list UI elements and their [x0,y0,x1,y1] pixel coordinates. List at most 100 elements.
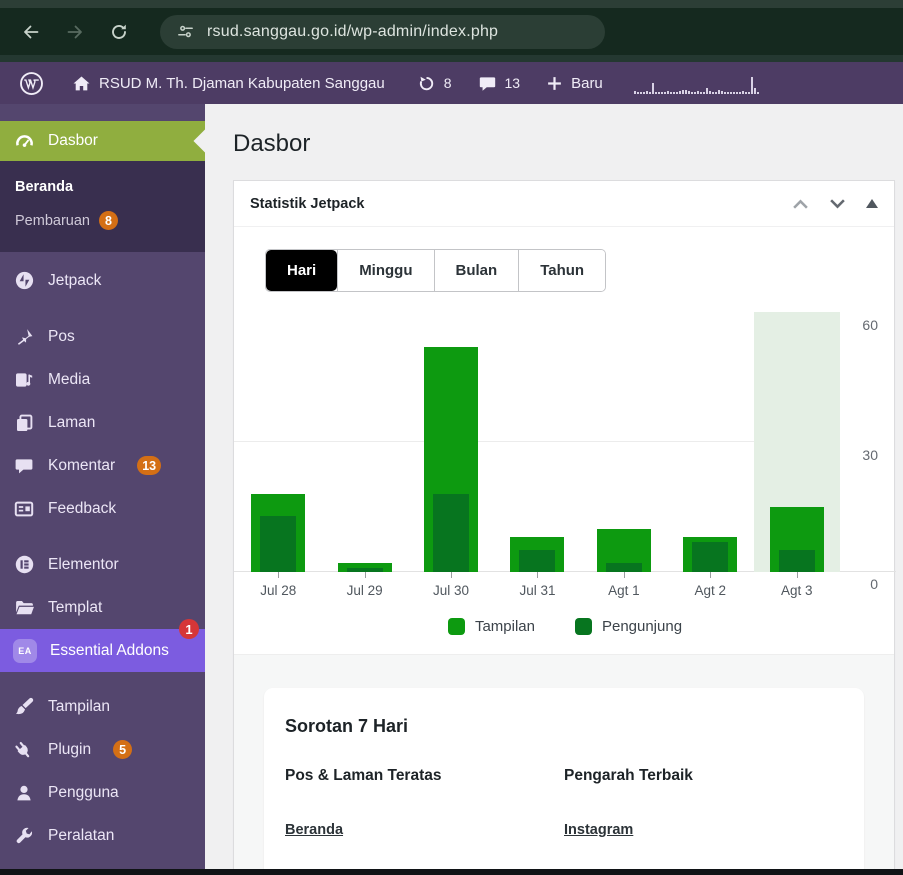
sparkline-bar [696,91,699,94]
legend-item-tampilan[interactable]: Tampilan [447,618,535,635]
sidebar-subitem-beranda[interactable]: Beranda [0,171,205,203]
sparkline-bar [750,77,753,94]
sparkline-bar [651,83,654,94]
plus-icon [548,76,561,90]
chart-legend: Tampilan Pengunjung [234,618,896,635]
sparkline-bar [690,92,693,94]
sparkline-bar [687,91,690,94]
x-tick-label: Jul 30 [433,583,470,598]
sidebar-subitem-pembaruan[interactable]: Pembaruan 8 [0,203,205,238]
sidebar-item-label: Peralatan [48,826,115,844]
updates-link[interactable]: 8 [408,62,461,104]
bar-pengunjung[interactable] [260,515,297,572]
tab-minggu[interactable]: Minggu [337,250,434,291]
sidebar-item-laman[interactable]: Laman [0,401,205,444]
bar-pengunjung[interactable] [778,550,815,572]
sidebar-item-label: Essential Addons [50,641,169,659]
sidebar-item-dasbor[interactable]: Dasbor [0,121,218,161]
sidebar-item-essential-addons[interactable]: EA Essential Addons 1 [0,619,205,672]
sparkline-bar [672,92,675,94]
sparkline-bar [699,92,702,94]
dasbor-submenu: Beranda Pembaruan 8 [0,161,205,252]
bar-pengunjung[interactable] [692,541,729,572]
sidebar-item-peralatan[interactable]: Peralatan [0,814,205,857]
home-icon [73,75,90,90]
sidebar-item-elementor[interactable]: Elementor [0,543,205,586]
wp-logo-menu[interactable] [10,62,53,104]
sparkline-bar [720,91,723,94]
x-tick-label: Agt 2 [694,583,727,598]
y-tick-label: 0 [870,576,878,592]
stats-bar-chart: 60 30 0 Jul 28 Jul 29 Jul 30 Jul 31 Agt 1 Agt… [234,312,896,598]
highlights-title: Sorotan 7 Hari [285,716,409,736]
sparkline-bar [717,90,720,94]
top-referrer-link[interactable]: Instagram [564,822,634,838]
jetpack-stats-panel: Statistik Jetpack Hari Minggu Bulan Tahu… [233,180,896,875]
x-tick-label: Agt 1 [608,583,640,598]
tab-bulan[interactable]: Bulan [433,250,519,291]
url-bar[interactable]: rsud.sanggau.go.id/wp-admin/index.php [160,14,605,49]
sidebar-item-pos[interactable]: Pos [0,315,205,358]
sidebar-item-tampilan[interactable]: Tampilan [0,685,205,728]
bar-pengunjung[interactable] [519,550,556,572]
reload-icon [112,24,126,39]
move-down-icon[interactable] [829,198,846,210]
sparkline-bar [654,92,657,94]
sidebar-item-label: Dasbor [48,132,98,149]
sidebar-item-label: Komentar [48,456,116,474]
panel-header: Statistik Jetpack [234,181,894,227]
sidebar-item-plugin[interactable]: Plugin 5 [0,728,205,771]
tab-tahun[interactable]: Tahun [518,250,606,291]
sidebar-item-komentar[interactable]: Komentar 13 [0,444,205,487]
sparkline-bar [645,91,648,94]
comments-link[interactable]: 13 [469,62,530,104]
legend-item-pengunjung[interactable]: Pengunjung [574,618,683,635]
browser-top-strip [0,0,903,8]
comment-icon [13,455,35,477]
bar-pengunjung[interactable] [605,563,642,572]
top-post-link[interactable]: Beranda [285,822,344,838]
chart-column [321,312,407,578]
forward-button[interactable] [58,15,92,49]
bar-pengunjung[interactable] [433,494,470,572]
pages-icon [13,412,35,434]
move-up-icon[interactable] [792,198,809,210]
sparkline-bar [729,92,732,94]
site-info-icon[interactable] [176,22,195,41]
sidebar-item-media[interactable]: Media [0,358,205,401]
back-button[interactable] [14,15,48,49]
x-axis-tick [796,572,798,578]
bar-pengunjung[interactable] [346,567,383,572]
x-axis-labels: Jul 28 Jul 29 Jul 30 Jul 31 Agt 1 Agt 2 Agt 3 [235,583,840,598]
folder-icon [13,597,35,619]
elementor-icon [13,554,35,576]
x-axis-tick [710,572,712,578]
forward-arrow-icon [67,25,82,38]
sparkline-bar [723,92,726,94]
highlights-card: Sorotan 7 Hari Pos & Laman Teratas Beran… [264,688,864,875]
sidebar-item-label: Feedback [48,499,117,517]
sparkline-bar [684,90,687,94]
sidebar-item-pengguna[interactable]: Pengguna [0,771,205,814]
sparkline-bar [663,92,666,94]
sidebar-item-feedback[interactable]: Feedback [0,487,205,530]
chart-column [235,312,321,578]
tampilan-swatch [447,618,465,635]
browser-toolbar: rsud.sanggau.go.id/wp-admin/index.php [0,8,903,55]
sparkline-bar [657,92,660,94]
legend-label: Pengunjung [601,618,683,635]
reload-button[interactable] [102,15,136,49]
site-name-link[interactable]: RSUD M. Th. Djaman Kabupaten Sanggau [63,62,394,104]
sidebar-item-jetpack[interactable]: Jetpack [0,259,205,302]
collapse-toggle-icon[interactable] [866,199,878,208]
sparkline-bar [726,92,729,94]
x-tick-label: Agt 3 [780,583,813,598]
tab-hari[interactable]: Hari [266,250,338,291]
sparkline-bar [642,92,645,94]
jetpack-stats-sparkline[interactable] [633,72,759,94]
url-text: rsud.sanggau.go.id/wp-admin/index.php [207,22,499,40]
new-content-link[interactable]: Baru [537,62,612,104]
y-axis: 60 30 0 [840,312,896,592]
sidebar-item-templat[interactable]: Templat [0,586,205,629]
essential-addons-badge: 1 [179,619,199,639]
